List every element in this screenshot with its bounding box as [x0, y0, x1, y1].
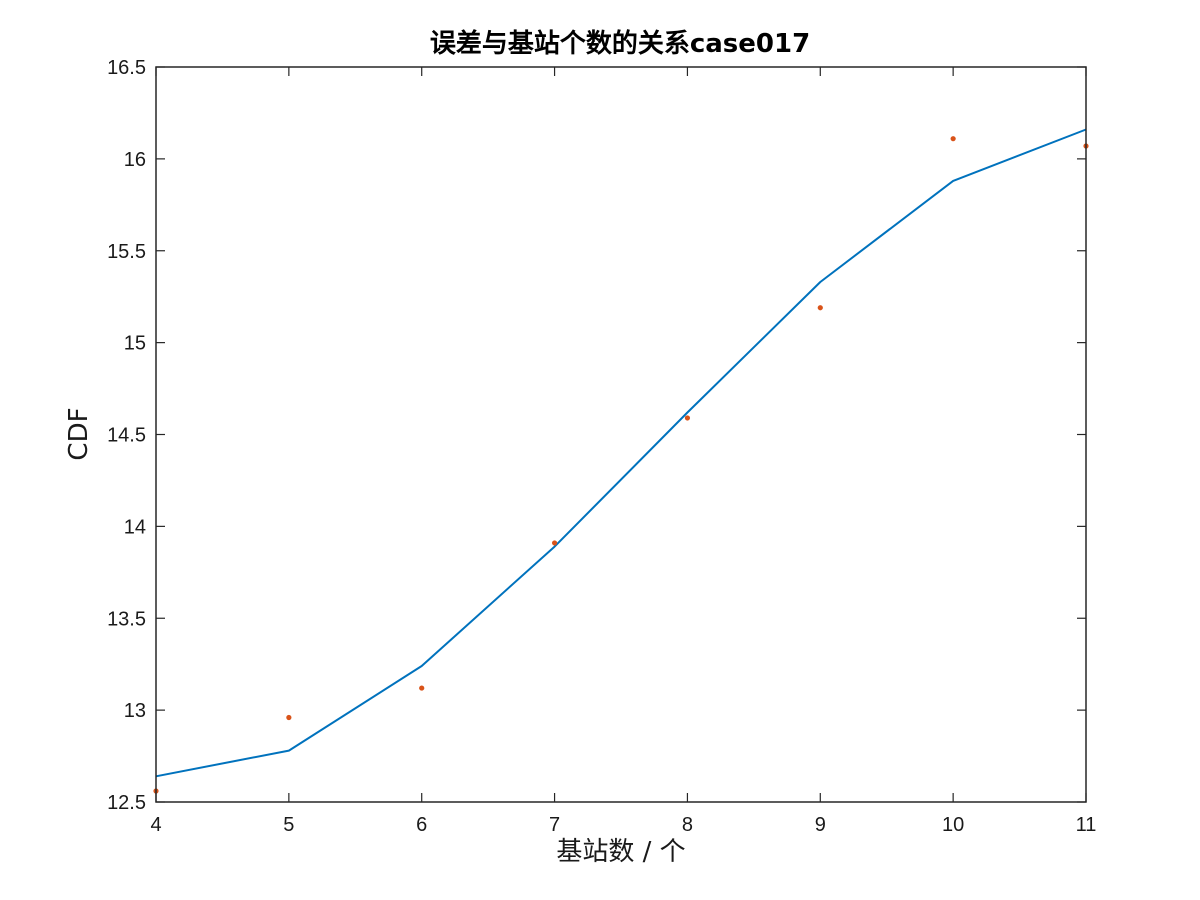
data-point — [419, 685, 425, 691]
data-point — [817, 305, 823, 311]
series-line — [155, 128, 1087, 778]
data-point — [286, 714, 292, 721]
plot-layer — [153, 128, 1089, 794]
x-tick-label: 6 — [416, 814, 427, 836]
plot-area — [156, 67, 1086, 802]
data-point — [950, 136, 956, 142]
x-tick-label: 10 — [942, 814, 964, 836]
y-tick-label: 15 — [124, 333, 146, 355]
plot-frame — [155, 66, 1087, 803]
y-tick-label: 16 — [124, 149, 146, 171]
x-tick-label: 8 — [682, 814, 693, 836]
x-tick-label: 5 — [283, 814, 294, 836]
x-tick-label: 4 — [150, 814, 161, 836]
axes-layer: 4 5 6 7 8 9 10 11 12.5 13 13.5 14 14.5 15 15.5 16 16.5 — [107, 57, 1096, 836]
y-tick-label: 13.5 — [107, 608, 146, 630]
y-tick-label: 16.5 — [107, 57, 146, 79]
chart-title: 误差与基站个数的关系case017 — [430, 28, 810, 59]
y-tick-label: 14 — [124, 516, 146, 538]
x-tick-label: 11 — [1076, 814, 1097, 836]
x-tick-label: 7 — [549, 814, 560, 836]
data-point — [684, 415, 691, 421]
y-tick-label: 14.5 — [107, 425, 146, 447]
y-tick-label: 13 — [124, 700, 146, 722]
y-tick-label: 12.5 — [107, 792, 146, 814]
y-tick-label: 15.5 — [107, 241, 146, 263]
x-tick-label: 9 — [815, 814, 826, 836]
data-point — [551, 540, 558, 546]
y-axis-title: CDF — [64, 407, 94, 460]
x-axis-title: 基站数 / 个 — [556, 837, 685, 867]
